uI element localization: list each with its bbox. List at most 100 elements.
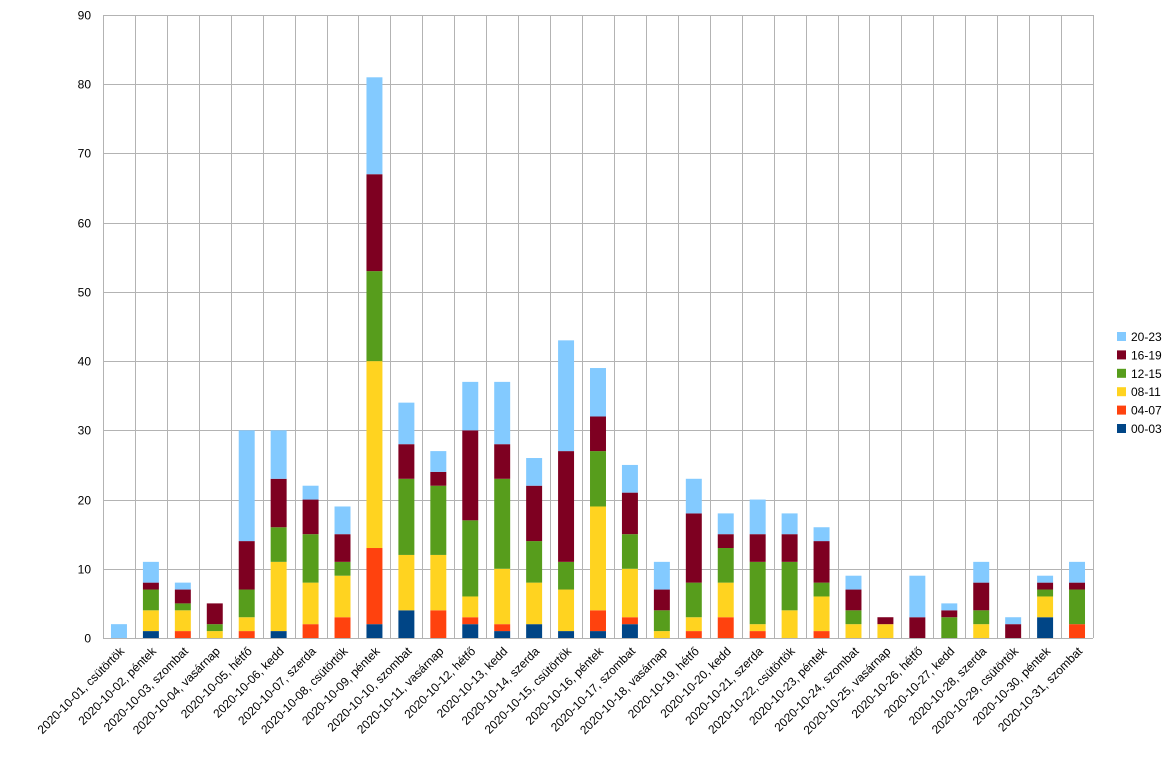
bar-segment-20-23 xyxy=(590,368,606,417)
bar-segment-12-15 xyxy=(590,451,606,507)
bar-segment-08-11 xyxy=(621,568,638,618)
bar-segment-12-15 xyxy=(717,548,734,583)
bar-segment-04-07 xyxy=(590,610,606,632)
bar-segment-16-19 xyxy=(941,610,958,618)
bar-segment-20-23 xyxy=(685,478,702,514)
y-tick-label: 20 xyxy=(78,494,92,508)
bar-segment-20-23 xyxy=(909,575,926,618)
bar-segment-20-23 xyxy=(749,499,766,535)
bar-segment-04-07 xyxy=(813,631,830,638)
bar-segment-08-11 xyxy=(781,610,798,638)
bar-segment-20-23 xyxy=(366,77,383,175)
bar-segment-12-15 xyxy=(142,589,159,611)
bar-segment-16-19 xyxy=(526,485,543,542)
bar-segment-08-11 xyxy=(877,624,894,638)
bar-segment-08-11 xyxy=(494,568,511,625)
bar-segment-12-15 xyxy=(366,271,383,362)
bar-segment-16-19 xyxy=(302,499,319,535)
bar-segment-16-19 xyxy=(685,513,702,583)
bar-segment-20-23 xyxy=(174,582,191,590)
bar-segment-04-07 xyxy=(1069,624,1086,638)
bar-segment-12-15 xyxy=(238,589,255,618)
bar-segment-20-23 xyxy=(110,624,127,638)
legend-swatch-12-15 xyxy=(1117,368,1126,378)
bar-segment-12-15 xyxy=(558,561,575,590)
bar-segment-12-15 xyxy=(685,582,702,618)
bar-segment-16-19 xyxy=(398,444,415,479)
bar-segment-20-23 xyxy=(941,603,958,611)
bar-segment-04-07 xyxy=(302,624,319,638)
y-tick-label: 60 xyxy=(78,217,92,231)
bar-segment-00-03 xyxy=(494,631,511,638)
bar-segment-08-11 xyxy=(366,361,383,549)
bar-segment-16-19 xyxy=(430,471,447,486)
bar-segment-20-23 xyxy=(781,513,798,535)
y-tick-label: 80 xyxy=(78,78,92,92)
bar-segment-00-03 xyxy=(398,610,415,638)
bar-segment-20-23 xyxy=(558,340,575,452)
bar-segment-00-03 xyxy=(142,631,159,638)
bar-segment-04-07 xyxy=(430,610,447,638)
bar-segment-16-19 xyxy=(558,451,575,562)
bar-segment-16-19 xyxy=(909,617,926,638)
bar-segment-16-19 xyxy=(238,541,255,590)
bar-segment-20-23 xyxy=(238,430,255,542)
bar-segment-08-11 xyxy=(270,561,287,632)
bar-segment-12-15 xyxy=(653,610,670,632)
bar-segment-20-23 xyxy=(717,513,734,535)
bar-segment-08-11 xyxy=(462,596,479,618)
y-tick-label: 40 xyxy=(78,355,92,369)
bar-segment-04-07 xyxy=(685,631,702,638)
bar-segment-08-11 xyxy=(142,610,159,632)
bar-segment-08-11 xyxy=(590,506,606,611)
legend: 20-23 16-19 12-15 08-11 04-07 00-03 xyxy=(1117,330,1162,436)
bar-segment-04-07 xyxy=(749,631,766,638)
bar-segment-00-03 xyxy=(590,631,606,638)
bar-segment-20-23 xyxy=(621,464,638,493)
bar-segment-20-23 xyxy=(302,485,319,500)
bar-segment-00-03 xyxy=(1037,617,1054,638)
bar-segment-12-15 xyxy=(494,478,511,569)
bar-segment-08-11 xyxy=(1037,596,1054,618)
bar-segment-08-11 xyxy=(749,624,766,632)
bar-segment-20-23 xyxy=(334,506,351,535)
bar-segment-12-15 xyxy=(302,534,319,583)
bar-segment-20-23 xyxy=(430,451,447,472)
bar-segment-04-07 xyxy=(717,617,734,638)
bar-segment-12-15 xyxy=(973,610,990,625)
legend-swatch-08-11 xyxy=(1117,387,1126,397)
bar-segment-12-15 xyxy=(1037,589,1054,597)
bar-segment-12-15 xyxy=(430,485,447,555)
bar-segment-08-11 xyxy=(238,617,255,632)
bar-segment-12-15 xyxy=(270,527,287,562)
bar-segment-08-11 xyxy=(302,582,319,625)
bar-segment-00-03 xyxy=(621,624,638,638)
bar-segment-04-07 xyxy=(238,631,255,638)
bar-segment-12-15 xyxy=(749,561,766,625)
bar-segment-16-19 xyxy=(717,534,734,549)
bar-segment-20-23 xyxy=(973,561,990,583)
bar-segment-04-07 xyxy=(494,624,511,632)
bar-segment-08-11 xyxy=(558,589,575,632)
bar-segment-16-19 xyxy=(142,582,159,590)
bar-segment-12-15 xyxy=(621,534,638,569)
bar-segment-16-19 xyxy=(366,174,383,272)
bar-segment-12-15 xyxy=(174,603,191,611)
bar-segment-16-19 xyxy=(749,534,766,562)
bar-segment-16-19 xyxy=(334,534,351,562)
y-tick-label: 90 xyxy=(78,9,92,23)
bar-segment-16-19 xyxy=(1005,624,1022,638)
bar-segment-20-23 xyxy=(1005,617,1022,625)
bar-segment-08-11 xyxy=(174,610,191,632)
bar-segment-08-11 xyxy=(206,631,223,638)
bar-segment-12-15 xyxy=(941,617,958,638)
bar-segment-00-03 xyxy=(558,631,575,638)
bar-segment-16-19 xyxy=(174,589,191,604)
bar-segment-20-23 xyxy=(142,561,159,583)
bar-segment-16-19 xyxy=(845,589,862,611)
bar-segment-16-19 xyxy=(781,534,798,562)
bar-segment-20-23 xyxy=(653,561,670,590)
bar-segment-20-23 xyxy=(462,381,479,431)
bar-segment-12-15 xyxy=(398,478,415,555)
